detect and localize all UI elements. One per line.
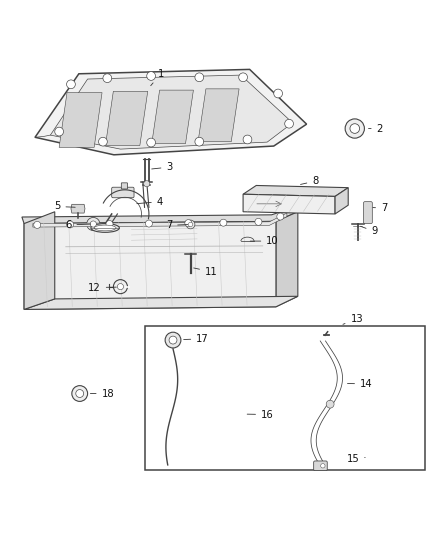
Text: 4: 4 <box>137 197 163 207</box>
Text: 10: 10 <box>250 236 279 246</box>
Polygon shape <box>198 89 239 142</box>
Text: 14: 14 <box>347 379 373 389</box>
Text: 18: 18 <box>90 389 114 399</box>
Circle shape <box>321 464 325 468</box>
Text: 17: 17 <box>184 334 209 344</box>
Circle shape <box>195 138 204 146</box>
Polygon shape <box>335 188 348 214</box>
Text: 9: 9 <box>360 227 378 237</box>
Polygon shape <box>243 194 335 214</box>
Circle shape <box>186 220 195 229</box>
FancyBboxPatch shape <box>314 461 327 471</box>
Circle shape <box>99 138 107 146</box>
Circle shape <box>147 71 155 80</box>
Circle shape <box>188 222 193 227</box>
Circle shape <box>144 181 150 187</box>
Circle shape <box>106 221 113 228</box>
Text: 8: 8 <box>300 176 318 186</box>
Ellipse shape <box>91 223 119 232</box>
Circle shape <box>350 124 360 133</box>
Polygon shape <box>276 212 298 307</box>
Circle shape <box>220 219 227 226</box>
Bar <box>145 326 425 470</box>
Text: 12: 12 <box>88 282 117 293</box>
FancyBboxPatch shape <box>112 187 134 198</box>
Polygon shape <box>24 221 276 310</box>
Circle shape <box>239 73 247 82</box>
Circle shape <box>55 127 64 136</box>
Circle shape <box>185 220 192 227</box>
Text: 7: 7 <box>166 220 188 230</box>
Circle shape <box>326 400 334 408</box>
Circle shape <box>87 217 100 231</box>
Text: 3: 3 <box>152 162 173 172</box>
Polygon shape <box>50 75 293 149</box>
Text: 5: 5 <box>54 201 75 212</box>
Polygon shape <box>24 296 298 310</box>
Circle shape <box>67 221 74 228</box>
Circle shape <box>72 386 88 401</box>
FancyBboxPatch shape <box>364 201 372 223</box>
Text: 15: 15 <box>346 454 365 464</box>
Circle shape <box>274 89 283 98</box>
Polygon shape <box>33 213 287 227</box>
Circle shape <box>103 74 112 83</box>
Polygon shape <box>152 90 194 143</box>
Circle shape <box>117 284 124 290</box>
FancyBboxPatch shape <box>121 183 127 189</box>
Circle shape <box>67 80 75 88</box>
Text: 16: 16 <box>247 409 274 419</box>
Circle shape <box>277 213 284 220</box>
Circle shape <box>145 220 152 227</box>
Circle shape <box>147 138 155 147</box>
Circle shape <box>285 119 293 128</box>
Circle shape <box>165 332 181 348</box>
Circle shape <box>345 119 364 138</box>
Circle shape <box>76 390 84 398</box>
Circle shape <box>255 219 262 225</box>
Text: 2: 2 <box>368 124 383 134</box>
Polygon shape <box>243 185 348 197</box>
Text: 7: 7 <box>373 203 388 213</box>
Polygon shape <box>71 204 85 213</box>
Polygon shape <box>22 206 298 223</box>
Circle shape <box>34 221 41 229</box>
Text: 13: 13 <box>343 314 363 324</box>
Circle shape <box>90 221 96 227</box>
Ellipse shape <box>94 225 116 231</box>
Polygon shape <box>59 93 102 147</box>
Polygon shape <box>24 212 55 310</box>
Text: 11: 11 <box>194 266 218 277</box>
Circle shape <box>243 135 252 144</box>
Circle shape <box>195 73 204 82</box>
Text: 6: 6 <box>65 220 91 230</box>
Polygon shape <box>106 91 148 146</box>
Circle shape <box>169 336 177 344</box>
Text: 1: 1 <box>151 69 164 86</box>
Polygon shape <box>35 69 307 155</box>
